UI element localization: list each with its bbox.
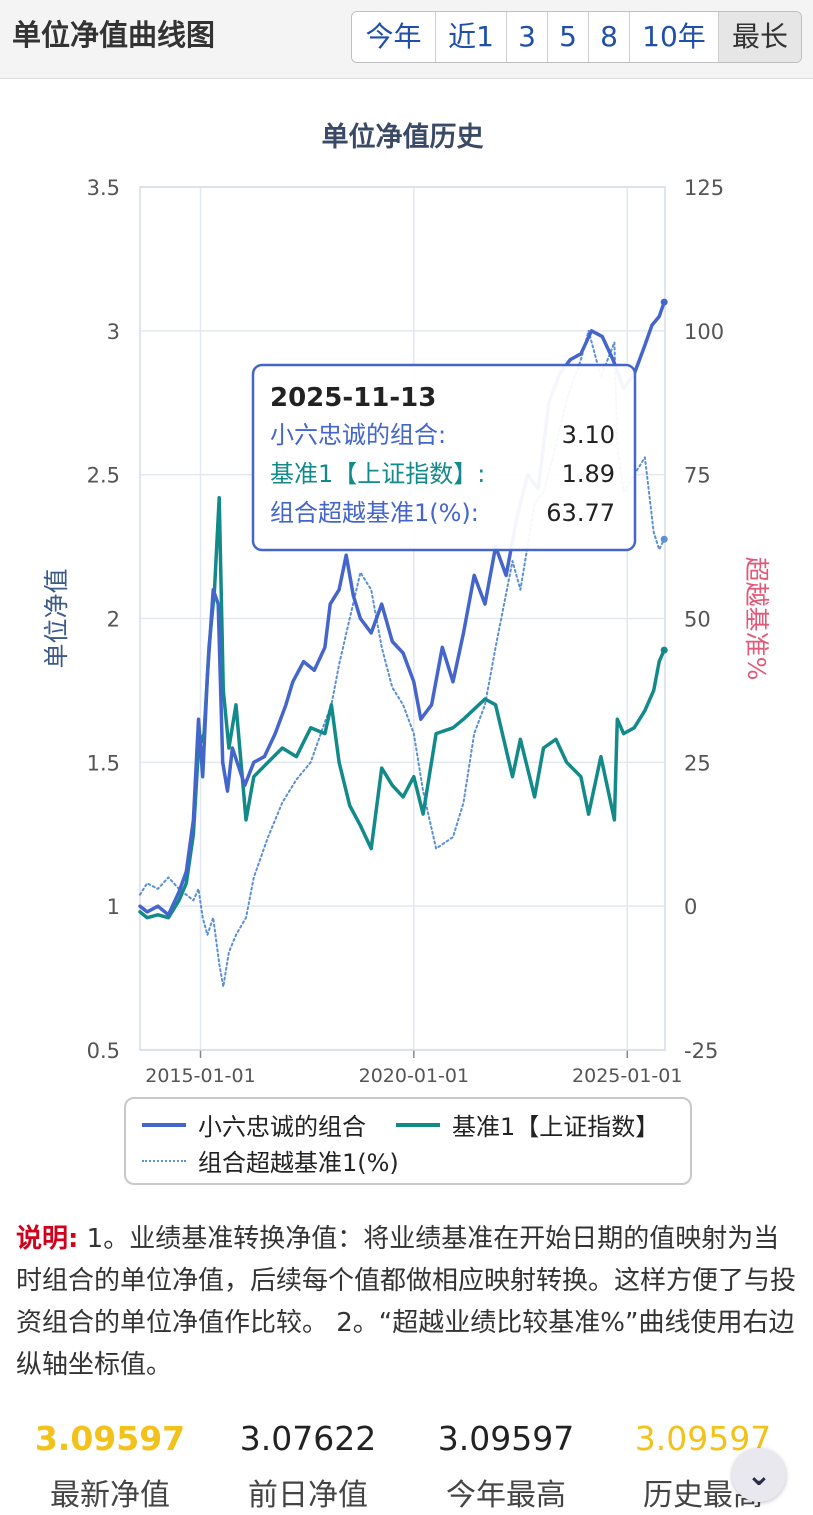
legend-swatch-portfolio xyxy=(142,1122,186,1127)
y2-tick-label: 100 xyxy=(684,320,724,344)
y2-tick-label: 25 xyxy=(684,751,711,775)
series-end-point xyxy=(660,535,668,543)
y-tick-label: 3 xyxy=(107,320,120,344)
chart-title: 单位净值历史 xyxy=(322,121,484,153)
nav-history-chart[interactable]: 单位净值历史 3.5 125 3 100 2.5 75 2 50 1.5 25 1 0 0.5 -25 201… xyxy=(0,80,813,1200)
note-paragraph: 说明: 1。业绩基准转换净值：将业绩基准在开始日期的值映射为当时组合的单位净值，… xyxy=(16,1218,801,1386)
note-label: 说明: xyxy=(16,1224,79,1254)
y2-tick-label: -25 xyxy=(684,1039,718,1063)
legend-item-benchmark[interactable]: 基准1【上证指数】 xyxy=(396,1107,659,1142)
y-tick-label: 3.5 xyxy=(87,176,120,200)
tooltip-date: 2025-11-13 xyxy=(270,383,436,413)
note-text: 1。业绩基准转换净值：将业绩基准在开始日期的值映射为当时组合的单位净值，后续每个… xyxy=(16,1224,797,1380)
tooltip-series-label: 组合超越基准1(%): xyxy=(270,499,479,527)
series-line-excess xyxy=(139,329,666,988)
range-button-10-years[interactable]: 10年 xyxy=(630,12,719,62)
y-axis-title: 单位净值 xyxy=(42,568,71,668)
series-end-point xyxy=(660,646,668,654)
stat-label: 前日净值 xyxy=(248,1478,368,1513)
legend-label-excess: 组合超越基准1(%) xyxy=(198,1149,399,1177)
y-tick-label: 1.5 xyxy=(87,751,120,775)
legend-swatch-excess xyxy=(142,1159,186,1162)
y2-tick-label: 50 xyxy=(684,608,711,632)
y-tick-label: 2.5 xyxy=(87,464,120,488)
chart-legend: 小六忠诚的组合 基准1【上证指数】 组合超越基准1(%) xyxy=(124,1097,692,1185)
range-button-max[interactable]: 最长 xyxy=(719,12,801,62)
tooltip-series-label: 小六忠诚的组合: xyxy=(270,421,446,449)
stat-value: 3.09597 xyxy=(437,1419,575,1458)
range-button-5-years[interactable]: 5 xyxy=(548,12,589,62)
y2-tick-label: 125 xyxy=(684,176,724,200)
x-tick-label: 2025-01-01 xyxy=(572,1065,682,1087)
x-tick-label: 2020-01-01 xyxy=(359,1065,469,1087)
x-tick-label: 2015-01-01 xyxy=(145,1065,255,1087)
y-tick-label: 0.5 xyxy=(87,1039,120,1063)
legend-item-portfolio[interactable]: 小六忠诚的组合 xyxy=(142,1107,366,1142)
stat-value: 3.09597 xyxy=(34,1419,186,1458)
y-tick-label: 1 xyxy=(107,895,120,919)
stat-label: 今年最高 xyxy=(446,1478,566,1513)
series-end-point xyxy=(660,298,668,306)
chevron-down-icon: ⌄ xyxy=(746,1457,772,1493)
legend-item-excess[interactable]: 组合超越基准1(%) xyxy=(142,1143,399,1178)
range-button-3-years[interactable]: 3 xyxy=(507,12,548,62)
series-line-portfolio xyxy=(138,300,666,917)
legend-label-portfolio: 小六忠诚的组合 xyxy=(198,1113,366,1141)
range-button-1-year[interactable]: 近1 xyxy=(436,12,507,62)
range-selector: 今年 近1 3 5 8 10年 最长 xyxy=(351,11,802,63)
stat-label: 最新净值 xyxy=(50,1478,170,1513)
series-line-benchmark xyxy=(138,495,666,920)
chart-area: 单位净值历史 3.5 125 3 100 2.5 75 2 50 1.5 25 1 0 0.5 -25 201… xyxy=(0,80,813,1200)
legend-swatch-benchmark xyxy=(396,1122,440,1127)
tooltip-series-value: 63.77 xyxy=(546,499,615,527)
floating-menu-button[interactable]: ⌄ xyxy=(732,1448,786,1502)
stats-row: 3.09597 最新净值 3.07622 前日净值 3.09597 今年最高 3… xyxy=(0,1418,813,1515)
stat-value: 3.07622 xyxy=(239,1419,377,1458)
tooltip-series-value: 1.89 xyxy=(562,460,615,488)
y2-tick-label: 75 xyxy=(684,464,711,488)
range-button-8-years[interactable]: 8 xyxy=(589,12,630,62)
plot-frame xyxy=(139,186,666,1051)
y2-axis-title: 超越基准% xyxy=(742,557,771,681)
legend-label-benchmark: 基准1【上证指数】 xyxy=(452,1113,660,1141)
stat-latest-nav: 3.09597 最新净值 xyxy=(10,1418,210,1514)
stat-previous-nav: 3.07622 前日净值 xyxy=(208,1418,408,1514)
y2-tick-label: 0 xyxy=(684,895,697,919)
y-tick-label: 2 xyxy=(107,608,120,632)
tooltip-series-value: 3.10 xyxy=(562,421,615,449)
tooltip-box xyxy=(251,363,637,552)
tooltip-series-label: 基准1【上证指数】: xyxy=(270,460,485,488)
stat-year-high: 3.09597 今年最高 xyxy=(406,1418,606,1514)
header-bar: 单位净值曲线图 今年 近1 3 5 8 10年 最长 xyxy=(0,0,813,79)
page-title: 单位净值曲线图 xyxy=(12,18,216,52)
range-button-this-year[interactable]: 今年 xyxy=(352,12,436,62)
